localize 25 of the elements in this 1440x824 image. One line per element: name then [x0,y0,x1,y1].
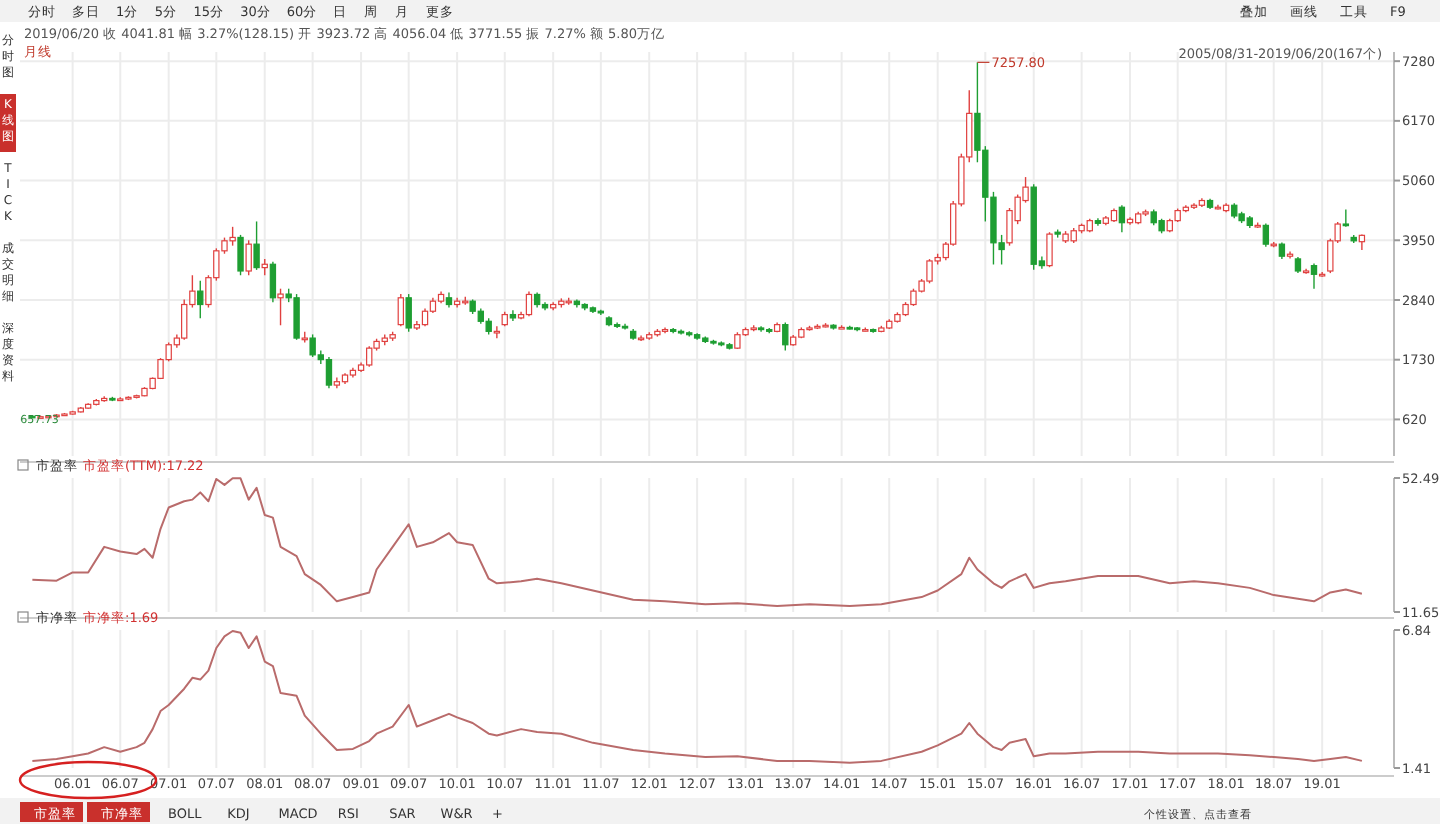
candlestick [277,288,284,326]
candlestick [366,345,373,368]
candlestick [397,293,404,328]
candlestick [229,226,236,247]
candlestick [405,293,412,333]
candlestick [325,356,333,389]
candlestick [782,321,789,352]
candlestick [493,325,501,339]
line-series [31,630,1363,764]
candlestick [197,279,204,319]
candlestick [269,261,277,303]
candlestick [253,220,260,271]
candlestick [245,239,252,276]
candlestick [309,333,316,358]
candlestick [293,293,300,341]
candlestick [1342,208,1350,228]
candlestick [1046,231,1053,268]
candlestick [926,258,933,285]
candlestick [1118,204,1126,233]
candlestick [1262,222,1270,248]
line-series [31,477,1363,607]
candlestick [525,290,533,317]
candlestick [181,298,188,341]
candlestick [1310,262,1318,290]
candlestick [237,234,244,276]
